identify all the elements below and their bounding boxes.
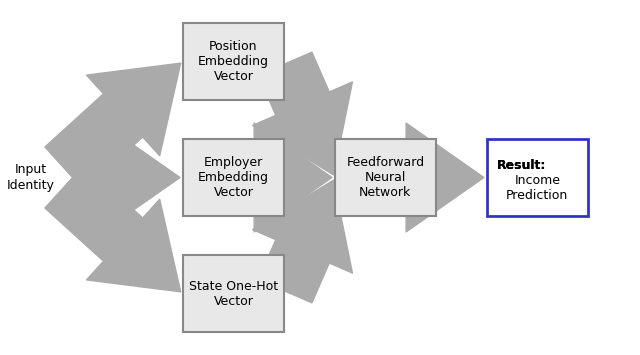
FancyBboxPatch shape bbox=[183, 22, 284, 100]
FancyBboxPatch shape bbox=[183, 139, 284, 216]
Text: Position
Embedding
Vector: Position Embedding Vector bbox=[198, 40, 269, 83]
FancyBboxPatch shape bbox=[335, 139, 436, 216]
Text: Input
Identity: Input Identity bbox=[7, 164, 55, 191]
Text: Result:: Result: bbox=[497, 159, 546, 172]
Text: Result:: Result: bbox=[497, 159, 546, 172]
Text: Employer
Embedding
Vector: Employer Embedding Vector bbox=[198, 156, 269, 199]
FancyBboxPatch shape bbox=[486, 139, 588, 216]
Text: State One-Hot
Vector: State One-Hot Vector bbox=[189, 280, 278, 308]
Text: Feedforward
Neural
Network: Feedforward Neural Network bbox=[346, 156, 424, 199]
FancyBboxPatch shape bbox=[183, 255, 284, 333]
Text: Income
Prediction: Income Prediction bbox=[506, 174, 568, 202]
